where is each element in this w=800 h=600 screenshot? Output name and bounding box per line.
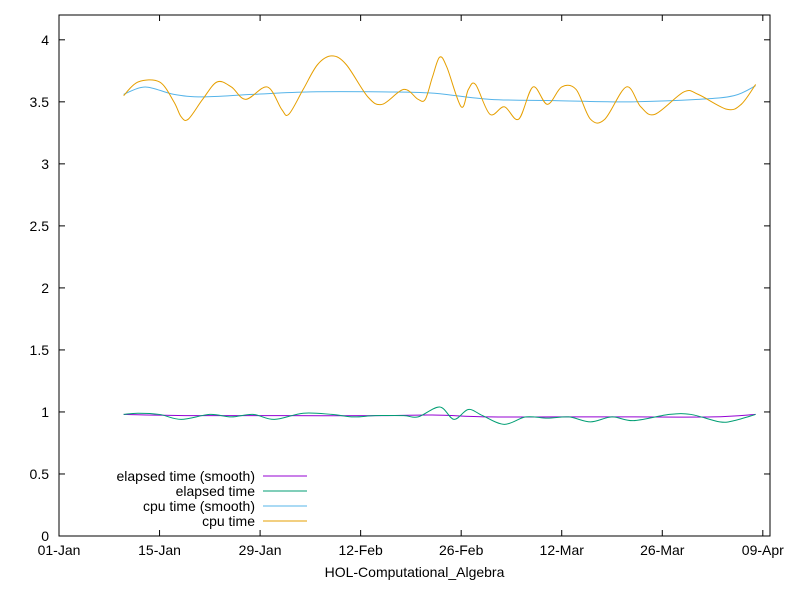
y-axis: 0 0.5 1 1.5 2 2.5 3 3.5 4 xyxy=(30,32,770,544)
y-tick-label: 3 xyxy=(41,156,49,172)
x-tick-label: 12-Mar xyxy=(540,542,585,558)
series-line-2 xyxy=(123,85,756,103)
legend-label: cpu time (smooth) xyxy=(143,498,255,514)
legend-label: cpu time xyxy=(202,513,255,529)
series-line-3 xyxy=(123,55,757,124)
x-axis-label: HOL-Computational_Algebra xyxy=(325,564,505,580)
y-tick-label: 2 xyxy=(41,280,49,296)
x-tick-label: 29-Jan xyxy=(239,542,282,558)
series-line-1 xyxy=(123,406,756,425)
series-layer xyxy=(123,55,757,425)
legend-label: elapsed time xyxy=(176,483,256,499)
legend-label: elapsed time (smooth) xyxy=(116,468,255,484)
y-tick-label: 1.5 xyxy=(30,342,50,358)
y-tick-label: 1 xyxy=(41,404,49,420)
x-tick-label: 01-Jan xyxy=(38,542,81,558)
x-tick-label: 09-Apr xyxy=(742,542,784,558)
y-tick-label: 0 xyxy=(41,528,49,544)
y-tick-label: 0.5 xyxy=(30,466,50,482)
x-axis: 01-Jan 15-Jan 29-Jan 12-Feb 26-Feb 12-Mar 26-M… xyxy=(38,15,784,558)
y-tick-label: 3.5 xyxy=(30,94,50,110)
x-tick-label: 26-Feb xyxy=(439,542,484,558)
y-tick-label: 2.5 xyxy=(30,218,50,234)
series-line-0 xyxy=(123,413,756,418)
plot-frame xyxy=(58,14,771,537)
x-tick-label: 26-Mar xyxy=(640,542,685,558)
x-tick-label: 15-Jan xyxy=(138,542,181,558)
y-tick-label: 4 xyxy=(41,32,49,48)
x-tick-label: 12-Feb xyxy=(338,542,383,558)
